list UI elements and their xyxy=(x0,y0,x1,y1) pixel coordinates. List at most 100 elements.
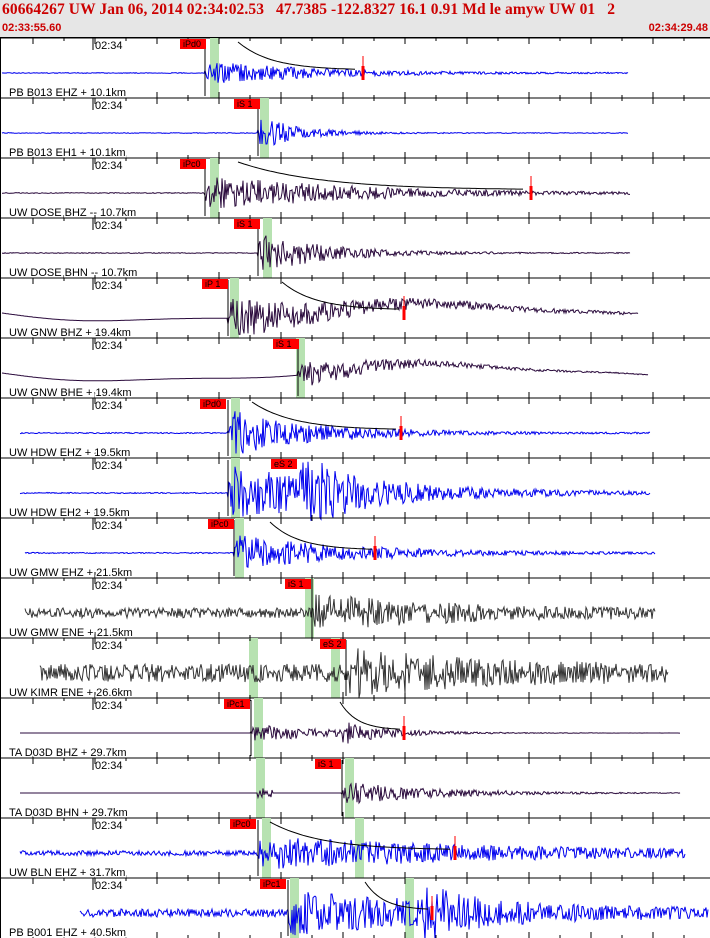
waveform-trace xyxy=(20,722,680,744)
phase-window-band xyxy=(263,218,272,278)
phase-pick-box[interactable] xyxy=(234,219,260,229)
phase-pick[interactable]: iPc1 xyxy=(224,699,250,709)
minute-time-label: 02:34 xyxy=(95,280,123,292)
phase-pick-box[interactable] xyxy=(230,819,256,829)
station-label: TA D03D BHZ + 29.7km xyxy=(9,747,126,759)
waveform-trace xyxy=(2,177,630,209)
minute-time-label: 02:34 xyxy=(95,700,123,712)
station-label: PB B013 EHZ + 10.1km xyxy=(9,87,126,99)
waveform-trace xyxy=(24,594,656,628)
amplitude-marker xyxy=(430,906,434,920)
minute-time-label: 02:34 xyxy=(95,460,123,472)
phase-pick-label: iP 1 xyxy=(205,279,220,289)
phase-pick[interactable]: iP 1 xyxy=(202,279,228,289)
trace-row[interactable]: 02:34 iPc0 UW BLN EHZ + 31.7km xyxy=(0,817,710,881)
phase-pick-box[interactable] xyxy=(180,159,206,169)
minute-time-label: 02:34 xyxy=(95,880,123,892)
trace-row[interactable]: 02:34 iP 1 UW GNW BHZ + 19.4km xyxy=(0,277,710,341)
phase-pick[interactable]: iS 1 xyxy=(273,339,299,349)
coda-decay-curve xyxy=(364,881,429,910)
trace-row[interactable]: 02:34 iPd0 PB B013 EHZ + 10.1km xyxy=(0,38,710,101)
coda-decay-curve xyxy=(237,41,356,70)
trace-row[interactable]: 02:34 iPd0 UW HDW EHZ + 19.5km xyxy=(0,397,710,461)
phase-pick-box[interactable] xyxy=(320,639,346,649)
minute-time-label: 02:34 xyxy=(95,580,123,592)
amplitude-marker xyxy=(529,186,533,200)
trace-row[interactable]: 02:34 eS 2 UW HDW EH2 + 19.5km xyxy=(0,457,710,521)
phase-pick[interactable]: iPc0 xyxy=(180,159,206,169)
amplitude-marker xyxy=(361,66,365,80)
station-label: UW GMW EHZ + 21.5km xyxy=(9,567,132,579)
coda-decay-curve xyxy=(339,701,401,730)
trace-row[interactable]: 02:34 iPc1 PB B001 EHZ + 40.5km xyxy=(0,877,710,938)
phase-pick-label: iPc0 xyxy=(211,519,229,529)
waveform-trace xyxy=(1,62,629,83)
phase-pick-box[interactable] xyxy=(260,879,286,889)
end-time-label: 02:34:29.48 xyxy=(648,22,708,34)
trace-row[interactable]: 02:34 eS 2 UW KIMR ENE + 26.6km xyxy=(0,637,710,701)
phase-pick-box[interactable] xyxy=(202,279,228,289)
phase-pick-box[interactable] xyxy=(285,579,311,589)
amplitude-marker xyxy=(402,726,406,740)
minute-time-label: 02:34 xyxy=(95,340,123,352)
waveform-trace xyxy=(20,782,681,805)
phase-pick-box[interactable] xyxy=(234,99,260,109)
waveform-trace xyxy=(1,235,631,270)
station-label: TA D03D BHN + 29.7km xyxy=(9,807,128,819)
waveform-trace xyxy=(1,119,628,146)
phase-pick[interactable]: eS 2 xyxy=(271,459,297,469)
phase-window-band xyxy=(210,38,219,98)
phase-pick-box[interactable] xyxy=(208,519,234,529)
phase-pick[interactable]: iS 1 xyxy=(234,219,260,229)
phase-pick-box[interactable] xyxy=(315,759,341,769)
phase-pick-label: eS 2 xyxy=(323,639,342,649)
waveform-trace xyxy=(19,838,686,869)
trace-row[interactable]: 02:34 iS 1 UW GMW ENE + 21.5km xyxy=(0,577,710,641)
phase-pick[interactable]: iPc1 xyxy=(260,879,286,889)
trace-row[interactable]: 02:34 iPc0 UW DOSE BHZ -- 10.7km xyxy=(0,157,710,221)
amplitude-marker xyxy=(453,846,457,860)
station-label: UW DOSE BHN -- 10.7km xyxy=(9,267,137,279)
phase-pick[interactable]: iPd0 xyxy=(180,39,206,49)
station-label: UW HDW EH2 + 19.5km xyxy=(9,507,130,519)
phase-pick-label: iS 1 xyxy=(237,99,253,109)
phase-pick-box[interactable] xyxy=(200,399,226,409)
phase-pick[interactable]: iPc0 xyxy=(230,819,256,829)
phase-pick-label: iS 1 xyxy=(318,759,334,769)
trace-row[interactable]: 02:34 iS 1 UW GNW BHE + 19.4km xyxy=(0,337,710,401)
phase-pick-box[interactable] xyxy=(273,339,299,349)
phase-pick[interactable]: iPd0 xyxy=(200,399,226,409)
phase-pick[interactable]: iS 1 xyxy=(234,99,260,109)
phase-window-band xyxy=(260,98,269,158)
station-label: PB B001 EHZ + 40.5km xyxy=(9,927,126,938)
trace-row[interactable]: 02:34 iPc1 TA D03D BHZ + 29.7km xyxy=(0,697,710,761)
phase-pick[interactable]: iS 1 xyxy=(285,579,311,589)
amplitude-marker xyxy=(402,306,406,320)
station-label: UW GMW ENE + 21.5km xyxy=(9,627,133,639)
phase-pick[interactable]: iS 1 xyxy=(315,759,341,769)
phase-pick-box[interactable] xyxy=(180,39,206,49)
phase-pick-box[interactable] xyxy=(224,699,250,709)
minute-time-label: 02:34 xyxy=(95,220,123,232)
minute-time-label: 02:34 xyxy=(95,520,123,532)
start-time-label: 02:33:55.60 xyxy=(2,22,62,34)
minute-time-label: 02:34 xyxy=(95,760,123,772)
phase-pick-box[interactable] xyxy=(271,459,297,469)
trace-row[interactable]: 02:34 iS 1 PB B013 EH1 + 10.1km xyxy=(0,97,710,161)
coda-decay-curve xyxy=(251,401,397,430)
coda-decay-curve xyxy=(269,521,373,550)
station-label: UW GNW BHE + 19.4km xyxy=(9,387,132,399)
trace-row[interactable]: 02:34 iPc0 UW GMW EHZ + 21.5km xyxy=(0,517,710,581)
phase-window-band xyxy=(331,638,340,698)
trace-row[interactable]: 02:34 iS 1 TA D03D BHN + 29.7km xyxy=(0,757,710,821)
trace-row[interactable]: 02:34 iS 1 UW DOSE BHN -- 10.7km xyxy=(0,217,710,281)
phase-pick[interactable]: eS 2 xyxy=(320,639,346,649)
phase-pick[interactable]: iPc0 xyxy=(208,519,234,529)
amplitude-marker xyxy=(373,546,377,560)
station-label: PB B013 EH1 + 10.1km xyxy=(9,147,125,159)
phase-window-band xyxy=(256,758,265,818)
coda-decay-curve xyxy=(237,161,523,190)
waveform-trace xyxy=(19,461,651,521)
seismogram-panel[interactable]: 02:34 iPd0 PB B013 EHZ + 10.1km 02:34 iS 1 PB… xyxy=(0,38,710,938)
waveform-trace xyxy=(1,297,639,335)
